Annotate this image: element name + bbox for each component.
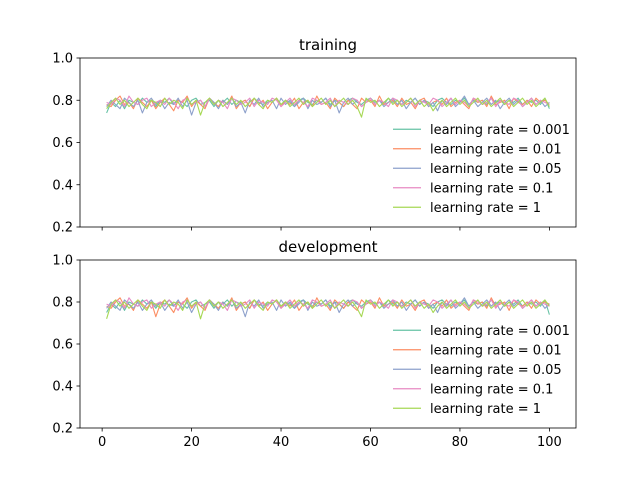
legend-label: learning rate = 0.01 [430, 343, 562, 358]
x-tick-label: 100 [537, 435, 562, 450]
legend-label: learning rate = 0.1 [430, 181, 553, 196]
y-tick-label: 1.0 [52, 254, 73, 269]
legend-entry: learning rate = 0.1 [393, 181, 553, 196]
legend-label: learning rate = 1 [430, 402, 541, 417]
legend-entry: learning rate = 0.05 [393, 363, 562, 378]
legend-entry: learning rate = 0.01 [393, 343, 562, 358]
legend-label: learning rate = 0.05 [430, 162, 562, 177]
legend-label: learning rate = 0.1 [430, 382, 553, 397]
subplot-1: development 0.2 0.4 0.6 0.8 1.0 0 20 40 60 80 100 le… [52, 238, 577, 450]
series-line-3 [106, 297, 550, 311]
series-line-4 [106, 97, 550, 118]
legend-label: learning rate = 0.05 [430, 363, 562, 378]
legend-label: learning rate = 1 [430, 201, 541, 216]
x-tick-label: 0 [98, 435, 106, 450]
y-tick-label: 1.0 [52, 52, 73, 67]
y-tick-label: 0.4 [52, 380, 73, 395]
legend-label: learning rate = 0.001 [430, 123, 570, 138]
legend-label: learning rate = 0.01 [430, 142, 562, 157]
y-tick-label: 0.2 [52, 422, 73, 437]
y-tick-label: 0.4 [52, 178, 73, 193]
y-tick-label: 0.8 [52, 296, 73, 311]
series-group [106, 297, 550, 320]
legend-entry: learning rate = 0.05 [393, 162, 562, 177]
legend-entry: learning rate = 0.001 [393, 324, 570, 339]
legend: learning rate = 0.001 learning rate = 0.0… [393, 123, 570, 216]
y-tick-label: 0.2 [52, 221, 73, 236]
legend-entry: learning rate = 0.1 [393, 382, 553, 397]
series-line-3 [106, 95, 550, 110]
x-tick-label: 20 [183, 435, 200, 450]
chart-title: development [279, 238, 378, 256]
chart-title: training [299, 36, 357, 54]
x-tick-label: 40 [273, 435, 290, 450]
legend-entry: learning rate = 0.001 [393, 123, 570, 138]
x-tick-label: 80 [452, 435, 469, 450]
series-group [106, 95, 550, 118]
legend-entry: learning rate = 1 [393, 402, 541, 417]
legend-label: learning rate = 0.001 [430, 324, 570, 339]
legend-entry: learning rate = 0.01 [393, 142, 562, 157]
legend-entry: learning rate = 1 [393, 201, 541, 216]
series-line-4 [106, 299, 550, 320]
subplot-0: training 0.2 0.4 0.6 0.8 1.0 learning rate = 0… [52, 36, 577, 236]
legend: learning rate = 0.001 learning rate = 0.0… [393, 324, 570, 417]
y-tick-label: 0.8 [52, 94, 73, 109]
y-tick-label: 0.6 [52, 338, 73, 353]
x-tick-label: 60 [362, 435, 379, 450]
y-tick-label: 0.6 [52, 136, 73, 151]
